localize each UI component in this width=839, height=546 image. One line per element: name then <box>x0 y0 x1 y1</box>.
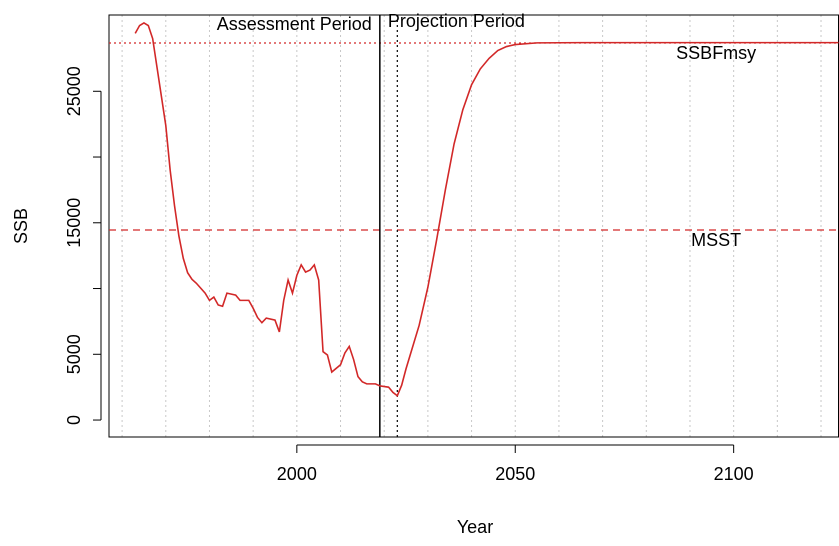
x-axis-title: Year <box>457 517 493 537</box>
plot-frame <box>108 14 839 438</box>
y-tick-label: 0 <box>64 415 84 425</box>
y-tick-label: 5000 <box>64 334 84 374</box>
period-label: Assessment Period <box>217 14 372 34</box>
reference-label: MSST <box>691 230 741 250</box>
period-label: Projection Period <box>388 11 525 31</box>
y-tick-label: 15000 <box>64 198 84 248</box>
reference-label: SSBFmsy <box>676 43 756 63</box>
x-tick-label: 2100 <box>714 464 754 484</box>
y-axis-title: SSB <box>11 208 31 244</box>
y-tick-label: 25000 <box>64 66 84 116</box>
plot-area <box>109 15 839 437</box>
x-tick-label: 2050 <box>495 464 535 484</box>
ssb-line <box>134 21 839 397</box>
x-tick-label: 2000 <box>277 464 317 484</box>
